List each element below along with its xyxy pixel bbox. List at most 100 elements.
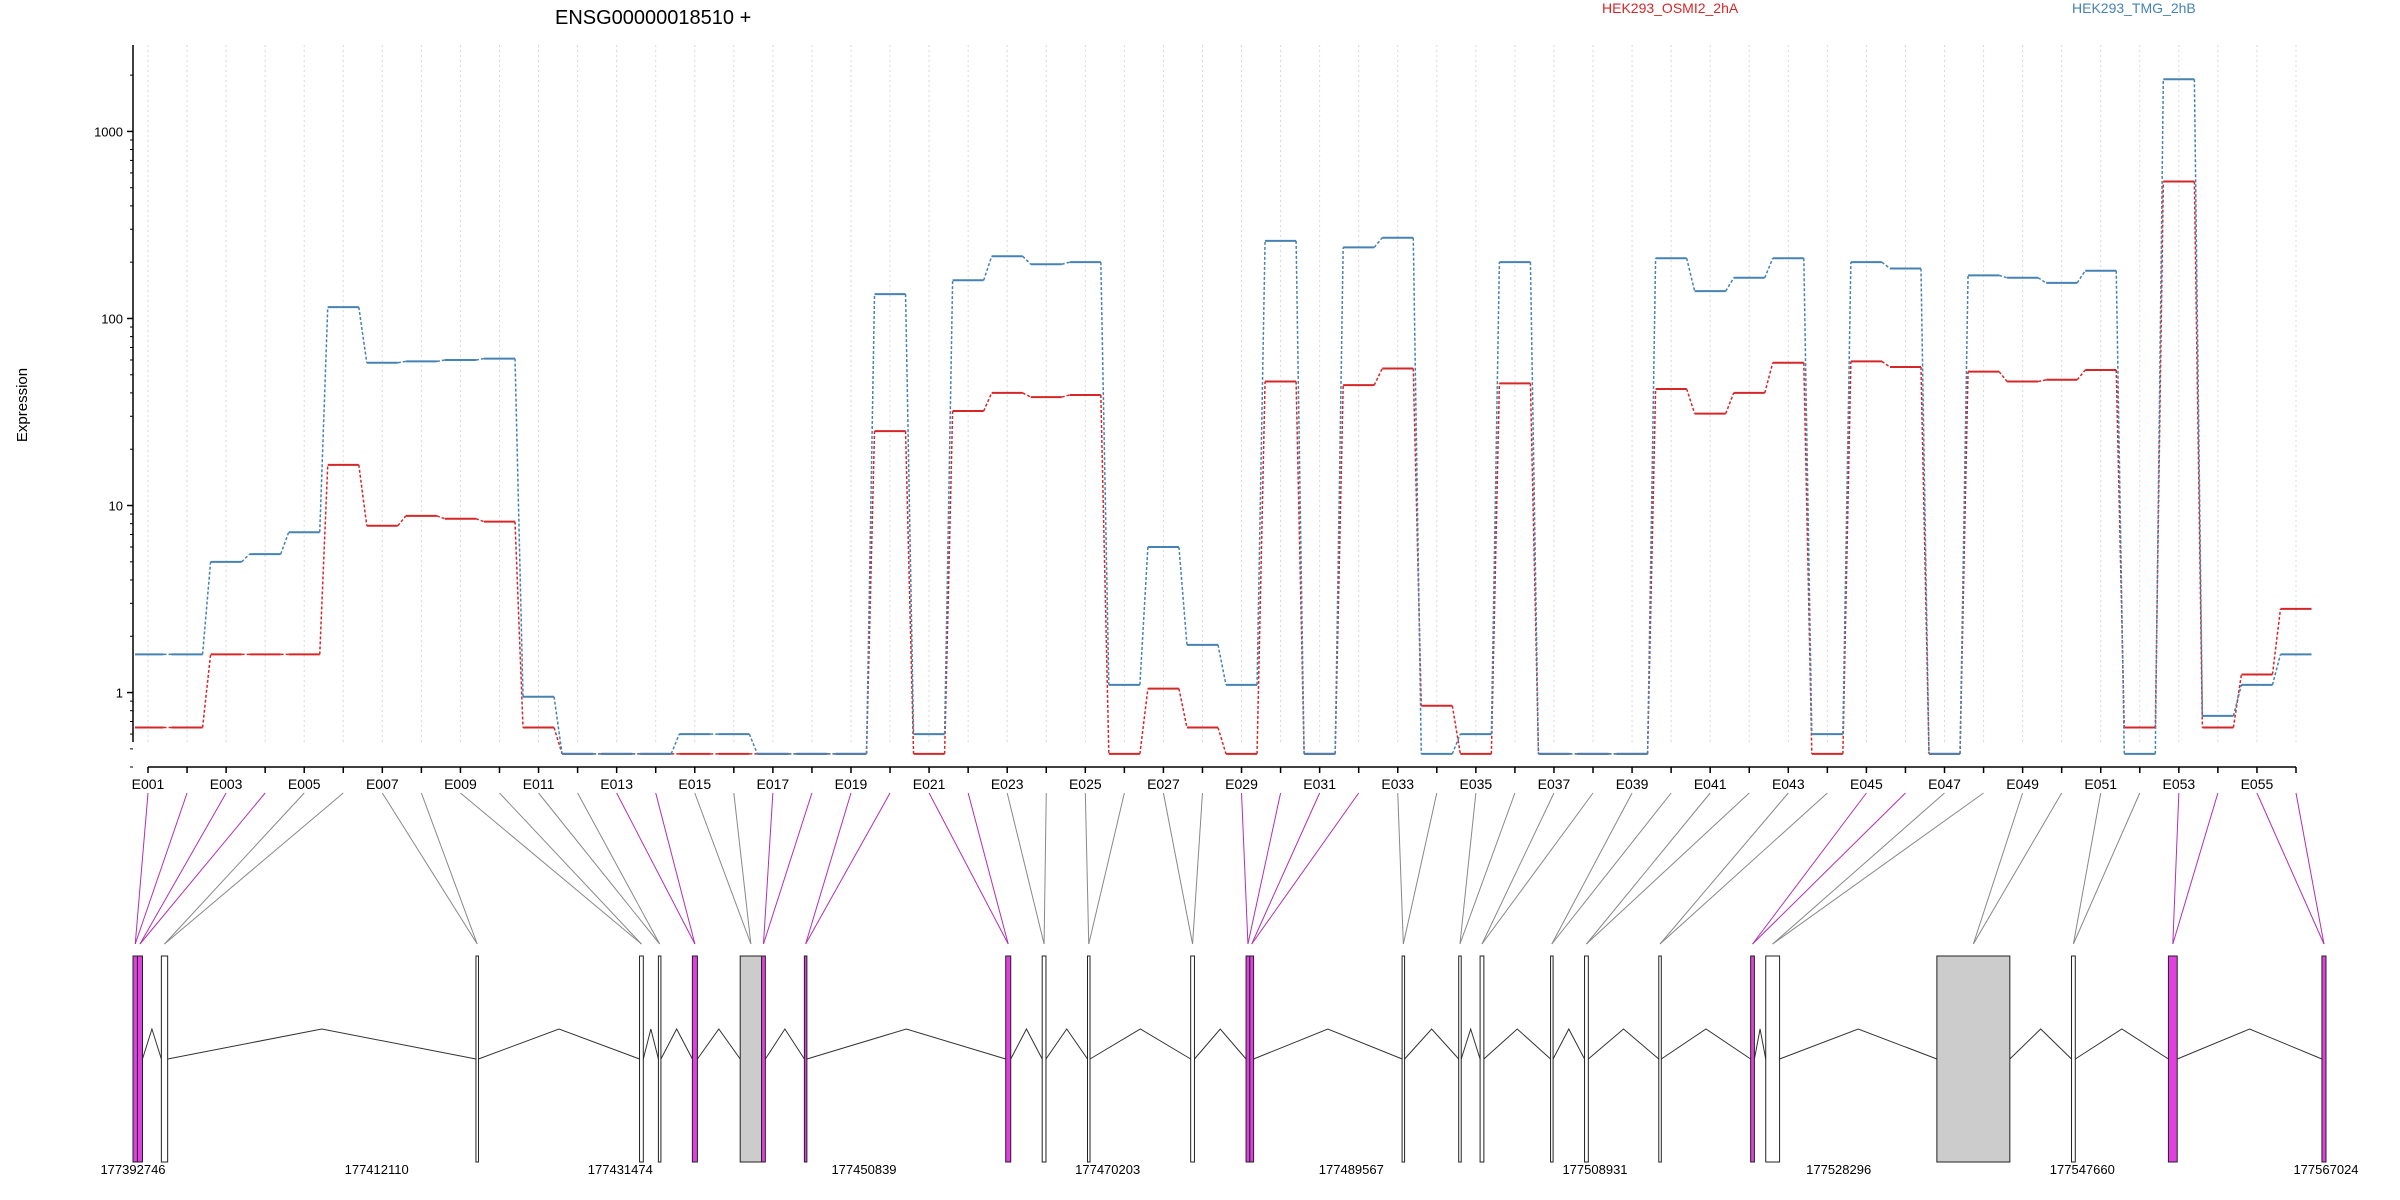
connector-line (733, 792, 752, 945)
exon-block (475, 955, 479, 1163)
series-connector (2037, 379, 2047, 383)
exon-label: E009 (444, 776, 477, 792)
exon-label: E023 (991, 776, 1024, 792)
intron (1661, 1028, 1751, 1060)
connector-line (1481, 792, 1555, 945)
series-connector (982, 256, 993, 281)
exon-label: E045 (1850, 776, 1883, 792)
connector-line (1659, 792, 1828, 945)
series-connector (1139, 546, 1149, 685)
connector-line (928, 792, 1009, 945)
intron (1045, 1028, 1088, 1060)
series-connector (1022, 392, 1032, 398)
series-connector (475, 357, 485, 361)
exon-block (657, 955, 662, 1163)
exon-axis: E001 E003 E005 E007 E009 E011 E013 E015 E017 E019… (132, 766, 2297, 792)
series-connector (318, 464, 329, 655)
intron (1552, 1027, 1585, 1060)
exon-label: E013 (600, 776, 633, 792)
series-connector (2115, 270, 2126, 754)
connector-line (2172, 792, 2180, 945)
exon-label: E001 (132, 776, 165, 792)
series-connector (279, 531, 290, 555)
genomic-tick-label: 177450839 (831, 1162, 896, 1177)
exon-block (1936, 955, 2011, 1163)
connector-line (577, 792, 661, 945)
connector-line (1192, 792, 1203, 945)
series-connector (1217, 727, 1227, 755)
series-connector (1959, 371, 1969, 754)
intron (1089, 1028, 1191, 1060)
series-connector (1295, 240, 1305, 754)
intron (167, 1028, 477, 1060)
series-connector (201, 561, 212, 655)
series-connector (1256, 381, 1266, 754)
genomic-tick-label: 177431474 (588, 1162, 653, 1177)
exon-block (1584, 955, 1589, 1163)
series-connector (2271, 654, 2282, 686)
series-connector (1217, 644, 1227, 685)
intron (764, 1028, 805, 1060)
exon-label: E033 (1381, 776, 1414, 792)
connector-line (655, 792, 696, 945)
exon-label: E025 (1069, 776, 1102, 792)
series-connector (318, 307, 329, 533)
y-tick-label: 1 (116, 686, 123, 701)
connector-line (1397, 792, 1404, 945)
series-connector (1646, 258, 1657, 754)
connector-line (2172, 792, 2219, 945)
genomic-tick-label: 177470203 (1075, 1162, 1140, 1177)
intron (1253, 1028, 1403, 1060)
connector-line (762, 792, 813, 945)
connector-line (499, 792, 642, 945)
connector-line (139, 792, 266, 945)
exon-block (1190, 955, 1195, 1163)
series-connector (1022, 255, 1032, 265)
connector-line (1247, 792, 1282, 945)
intron (697, 1028, 741, 1060)
genomic-tick-label: 177508931 (1562, 1162, 1627, 1177)
series-connector (1490, 262, 1501, 735)
series-lines (135, 78, 2312, 755)
connector-line (616, 792, 696, 945)
exon-label: E037 (1538, 776, 1571, 792)
exon-block (761, 955, 766, 1163)
series-connector (397, 515, 407, 527)
exon-block (2321, 955, 2327, 1163)
series-connector (358, 307, 368, 363)
series-connector (1998, 274, 2008, 279)
series-connector (1334, 247, 1344, 754)
exon-block (803, 955, 808, 1163)
series-connector (904, 294, 915, 735)
series-connector (1412, 237, 1423, 754)
series-connector (1178, 688, 1188, 728)
connector-line (1402, 792, 1438, 945)
genomic-axis: 177392746 177412110 177431474 177450839 1774… (100, 1162, 2358, 1177)
series-connector (2154, 181, 2165, 728)
connector-line (1752, 792, 1906, 945)
exon-label: E041 (1694, 776, 1727, 792)
connector-line (164, 792, 305, 945)
series-connector (748, 733, 759, 755)
connector-line (1006, 792, 1045, 945)
connector-line (967, 792, 1009, 945)
intron (2009, 1028, 2072, 1060)
exon-label: E027 (1147, 776, 1180, 792)
intron (478, 1028, 640, 1060)
intron (1483, 1028, 1551, 1060)
connector-line (1586, 792, 1711, 945)
connector-line (1772, 792, 1984, 945)
series-connector (2076, 270, 2086, 284)
series-connector (2076, 369, 2086, 381)
series-connector (1959, 275, 1969, 754)
exon-label: E053 (2162, 776, 2195, 792)
connector-line (2256, 792, 2325, 945)
connector-line (1752, 792, 1867, 945)
connector-line (460, 792, 642, 945)
intron (1010, 1027, 1043, 1060)
y-axis: 1 10 100 1000 (94, 45, 134, 768)
series-connector (2037, 277, 2047, 284)
exon-block (639, 955, 644, 1163)
series-connector (865, 294, 876, 754)
